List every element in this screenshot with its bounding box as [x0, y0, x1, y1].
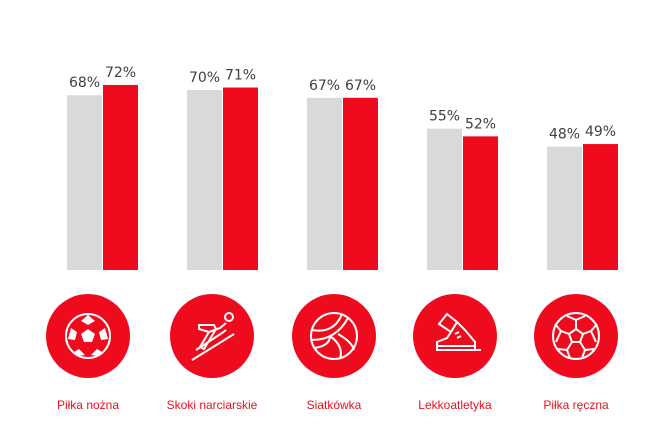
soccer-ball-icon	[65, 313, 111, 359]
value-label: 49%	[585, 124, 616, 140]
category-label: Siatkówka	[307, 398, 362, 412]
icon-circle	[534, 294, 618, 378]
value-label: 52%	[465, 116, 496, 132]
value-label: 71%	[225, 68, 256, 84]
value-label: 48%	[549, 127, 580, 143]
volleyball-icon	[310, 312, 358, 360]
bar-red	[463, 136, 498, 270]
value-label: 55%	[429, 109, 460, 125]
category-label: Piłka ręczna	[543, 398, 609, 412]
bar-group: 67% 67% Siatkówka	[292, 78, 378, 412]
bar-gray	[67, 95, 102, 271]
bar-red	[583, 144, 618, 270]
bar-group: 48% 49% Piłka ręczna	[534, 124, 618, 412]
bar-gray	[547, 146, 582, 270]
value-label: 67%	[345, 78, 376, 94]
value-label: 72%	[105, 65, 136, 81]
handball-icon	[552, 312, 600, 360]
value-label: 68%	[69, 75, 100, 91]
bar-red	[103, 84, 138, 271]
bar-gray	[187, 90, 222, 270]
category-label: Piłka nożna	[57, 398, 119, 412]
bar-red	[223, 87, 258, 270]
bar-gray	[307, 97, 342, 270]
running-shoe-icon	[436, 312, 481, 351]
category-label: Skoki narciarskie	[167, 398, 258, 412]
bar-red	[343, 97, 378, 270]
category-label: Lekkoatletyka	[418, 398, 492, 412]
bar-group: 70% 71% Skoki narciarskie	[167, 68, 258, 412]
bar-group: 55% 52% Lekkoatletyka	[413, 109, 498, 412]
icon-circle	[413, 294, 497, 378]
value-label: 67%	[309, 78, 340, 94]
bar-gray	[427, 128, 462, 270]
value-label: 70%	[189, 70, 220, 86]
bar-group: 68% 72% Piłka nożna	[46, 65, 138, 412]
icon-circle	[292, 294, 376, 378]
ski-jumper-icon	[191, 312, 235, 361]
